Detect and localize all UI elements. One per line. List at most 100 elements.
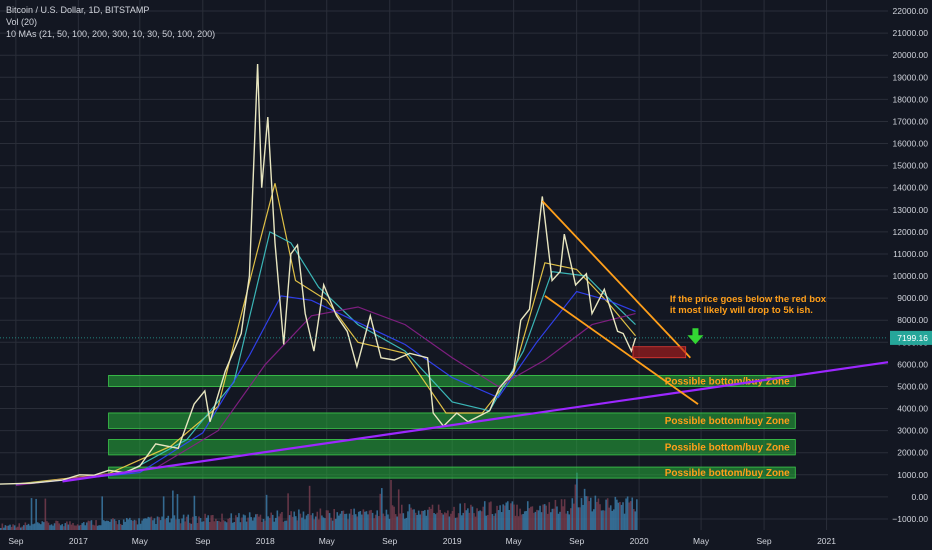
- volume-bar: [359, 510, 362, 530]
- volume-bar: [35, 498, 37, 530]
- volume-bar: [255, 514, 257, 530]
- volume-bar: [175, 519, 177, 530]
- volume-bar: [224, 521, 226, 530]
- volume-bar: [585, 496, 587, 530]
- volume-bar: [150, 516, 153, 530]
- volume-bar: [4, 525, 7, 530]
- volume-bar: [43, 522, 45, 530]
- volume-bar: [294, 516, 297, 530]
- moving-averages-legend[interactable]: 10 MAs (21, 50, 100, 200, 300, 10, 30, 5…: [6, 29, 216, 39]
- volume-bar: [354, 514, 357, 530]
- volume-bar: [310, 515, 312, 530]
- volume-bar: [430, 508, 432, 530]
- volume-bar: [545, 505, 547, 530]
- volume-bar: [6, 526, 8, 530]
- volume-bar: [467, 508, 469, 530]
- volume-bar: [448, 516, 451, 530]
- volume-bar: [112, 518, 114, 530]
- volume-bar: [562, 506, 564, 530]
- volume-bar: [95, 520, 97, 530]
- volume-bar: [56, 521, 59, 530]
- volume-bar: [382, 513, 385, 530]
- volume-bar: [313, 519, 316, 530]
- volume-bar: [579, 507, 581, 530]
- volume-bar: [400, 504, 403, 530]
- volume-bar: [204, 513, 206, 530]
- volume-bar: [445, 513, 448, 530]
- symbol-legend[interactable]: Bitcoin / U.S. Dollar, 1D, BITSTAMP: [6, 5, 150, 15]
- x-tick-label: 2017: [69, 536, 88, 546]
- volume-bar: [580, 498, 583, 530]
- volume-bar: [184, 521, 186, 530]
- volume-bar: [596, 501, 598, 530]
- volume-bar: [296, 520, 299, 530]
- volume-bar: [227, 518, 229, 530]
- volume-legend[interactable]: Vol (20): [6, 17, 38, 27]
- volume-bar: [316, 511, 319, 530]
- volume-bar: [420, 510, 423, 530]
- volume-bar: [606, 498, 609, 530]
- volume-bar: [491, 514, 494, 530]
- volume-bar: [513, 504, 515, 530]
- x-tick-label: 2019: [443, 536, 462, 546]
- volume-bar: [164, 519, 166, 530]
- volume-bar: [540, 512, 543, 530]
- volume-bar: [311, 513, 314, 530]
- volume-bar: [79, 524, 82, 530]
- volume-bar: [0, 528, 2, 530]
- volume-bar: [264, 520, 266, 530]
- volume-bar: [422, 510, 425, 530]
- volume-bar: [488, 502, 491, 530]
- volume-bar: [588, 501, 591, 530]
- volume-bar: [511, 501, 514, 530]
- volume-bar: [185, 516, 188, 530]
- volume-bar: [245, 521, 248, 530]
- volume-bar: [66, 521, 68, 530]
- volume-bar: [9, 524, 11, 530]
- last-price-tag: [890, 330, 932, 345]
- volume-bar: [13, 525, 16, 530]
- volume-bar: [216, 520, 219, 530]
- volume-bar: [271, 514, 274, 530]
- volume-bar: [379, 493, 382, 530]
- volume-bar: [170, 518, 173, 530]
- volume-bar: [347, 519, 349, 530]
- volume-bar: [619, 501, 621, 530]
- volume-bar: [78, 525, 80, 530]
- volume-bar: [493, 515, 495, 530]
- volume-bar: [262, 519, 265, 530]
- volume-bar: [69, 521, 71, 530]
- volume-bar: [388, 518, 391, 530]
- volume-bar: [181, 518, 183, 530]
- volume-bar: [428, 506, 431, 530]
- volume-bar: [298, 509, 300, 530]
- volume-bar: [546, 513, 549, 530]
- volume-bar: [178, 519, 180, 530]
- volume-bar: [436, 512, 438, 530]
- volume-bar: [201, 521, 203, 530]
- volume-bar: [202, 521, 205, 530]
- volume-bar: [19, 527, 22, 530]
- volume-bar: [594, 495, 597, 530]
- y-tick-label: 3000.00: [897, 426, 928, 436]
- volume-bar: [566, 510, 569, 530]
- volume-bar: [574, 484, 577, 530]
- red-box: [632, 346, 687, 359]
- volume-bar: [531, 506, 534, 530]
- volume-bar: [350, 508, 352, 530]
- volume-bar: [376, 510, 379, 530]
- volume-bar: [483, 501, 486, 530]
- volume-bar: [147, 516, 150, 530]
- volume-bar: [113, 519, 116, 530]
- y-tick-label: 12000.00: [893, 227, 929, 237]
- volume-bar: [568, 514, 571, 530]
- volume-bar: [543, 504, 546, 530]
- volume-bar: [482, 506, 485, 530]
- volume-bar: [593, 509, 595, 530]
- volume-bar: [238, 513, 240, 530]
- volume-bar: [550, 512, 552, 530]
- volume-bar: [145, 518, 148, 530]
- volume-bar: [46, 521, 48, 530]
- volume-bar: [115, 520, 117, 530]
